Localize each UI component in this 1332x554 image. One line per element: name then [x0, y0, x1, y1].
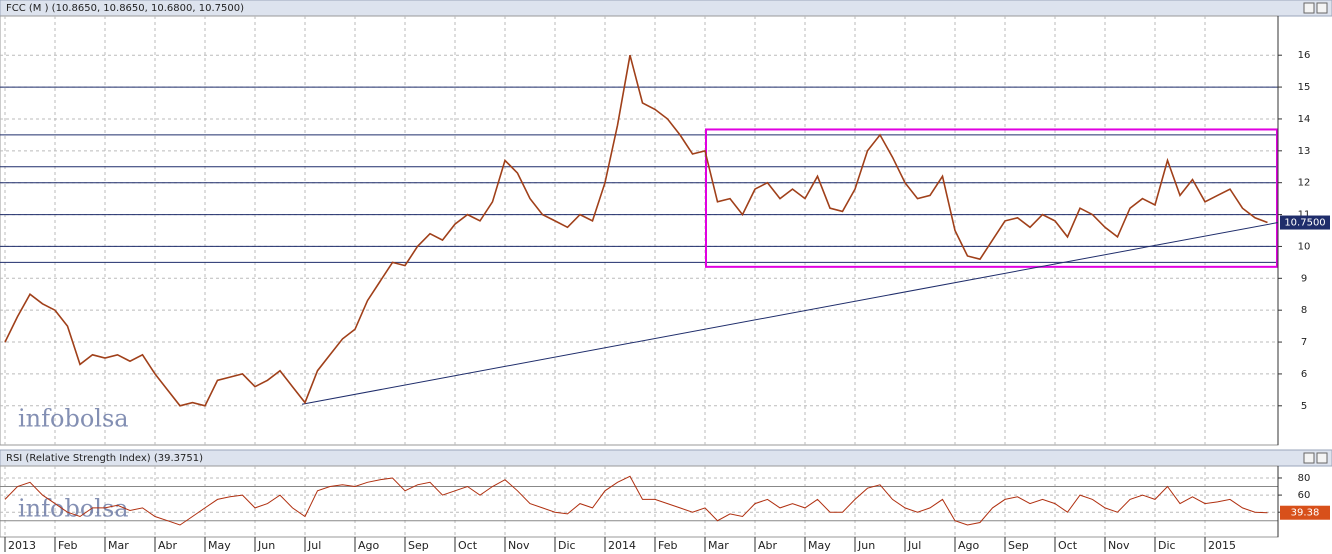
y-tick-label: 7: [1301, 337, 1307, 348]
x-tick-label: 2013: [8, 539, 36, 552]
y-tick-label: 12: [1298, 178, 1311, 189]
x-tick-label: 2015: [1208, 539, 1236, 552]
x-tick-label: Mar: [708, 539, 729, 552]
y-tick-label: 5: [1301, 401, 1307, 412]
x-tick-label: Feb: [58, 539, 77, 552]
rsi-title: RSI (Relative Strength Index) (39.3751): [6, 453, 203, 464]
y-tick-label: 14: [1298, 114, 1311, 125]
watermark: infobolsa: [18, 495, 129, 523]
x-tick-label: Oct: [458, 539, 478, 552]
last-value-label: 39.38: [1291, 508, 1320, 519]
x-tick-label: Jul: [307, 539, 321, 552]
last-value-box: [1280, 215, 1330, 230]
x-tick-label: Abr: [758, 539, 778, 552]
y-tick-label: 11: [1298, 210, 1311, 221]
range-box: [705, 128, 1278, 268]
x-tick-label: Nov: [1108, 539, 1130, 552]
last-value-box: [1280, 505, 1330, 520]
minimize-button[interactable]: [1303, 452, 1315, 464]
y-tick-label: 8: [1301, 305, 1307, 316]
series-line: [4, 475, 1268, 526]
x-tick-label: Ago: [958, 539, 980, 552]
x-tick-label: May: [808, 539, 831, 552]
x-tick-label: Jul: [907, 539, 921, 552]
x-tick-label: 2014: [608, 539, 636, 552]
x-tick-label: May: [208, 539, 231, 552]
maximize-button[interactable]: [1316, 452, 1328, 464]
watermark: infobolsa: [18, 405, 129, 433]
x-tick-label: Jun: [257, 539, 275, 552]
maximize-button[interactable]: [1316, 2, 1328, 14]
y-tick-label: 10: [1298, 241, 1311, 252]
x-tick-label: Nov: [508, 539, 530, 552]
y-tick-label: 6: [1301, 369, 1307, 380]
x-tick-label: Sep: [1008, 539, 1029, 552]
x-tick-label: Mar: [108, 539, 129, 552]
y-tick-label: 9: [1301, 273, 1307, 284]
trendline: [301, 222, 1279, 405]
x-tick-label: Oct: [1058, 539, 1078, 552]
x-tick-label: Abr: [158, 539, 178, 552]
y-tick-label: 60: [1298, 490, 1311, 501]
y-tick-label: 80: [1298, 473, 1311, 484]
minimize-button[interactable]: [1303, 2, 1315, 14]
series-line: [4, 54, 1268, 407]
y-tick-label: 16: [1298, 50, 1311, 61]
price-title: FCC (M ) (10.8650, 10.8650, 10.6800, 10.…: [6, 3, 244, 14]
x-tick-label: Ago: [358, 539, 380, 552]
x-tick-label: Dic: [558, 539, 576, 552]
y-tick-label: 13: [1298, 146, 1311, 157]
x-tick-label: Dic: [1158, 539, 1176, 552]
last-value-label: 10.7500: [1284, 218, 1325, 229]
x-tick-label: Feb: [658, 539, 677, 552]
y-tick-label: 15: [1298, 82, 1311, 93]
x-tick-label: Jun: [857, 539, 875, 552]
x-tick-label: Sep: [408, 539, 429, 552]
